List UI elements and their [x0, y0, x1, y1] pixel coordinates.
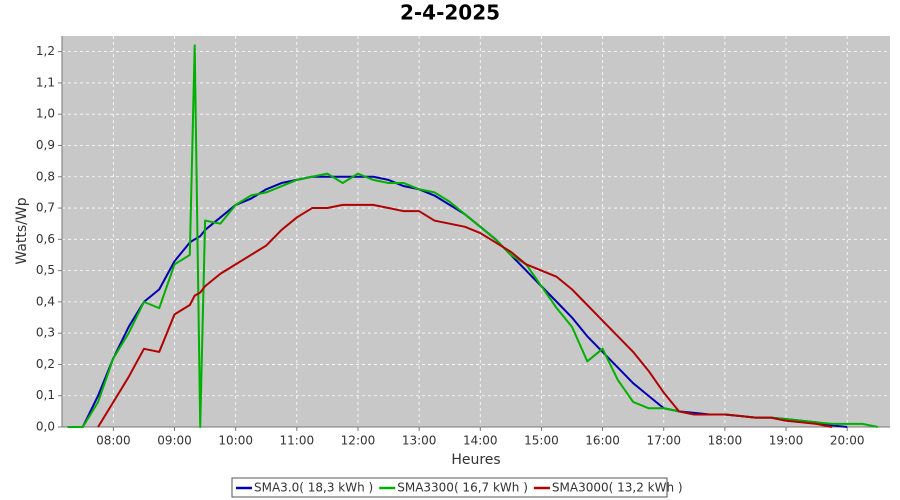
x-tick-label: 19:00: [769, 434, 804, 448]
x-tick-label: 10:00: [218, 434, 253, 448]
y-tick-label: 0,9: [36, 138, 55, 152]
x-tick-label: 09:00: [157, 434, 192, 448]
y-tick-label: 0,5: [36, 263, 55, 277]
y-tick-label: 0,6: [36, 232, 55, 246]
x-tick-label: 18:00: [708, 434, 743, 448]
x-tick-label: 17:00: [646, 434, 681, 448]
y-tick-label: 1,1: [36, 75, 55, 89]
legend-box: [231, 477, 668, 498]
x-axis-title: Heures: [451, 452, 500, 468]
x-tick-label: 11:00: [280, 434, 315, 448]
x-tick-label: 12:00: [341, 434, 376, 448]
y-tick-label: 1,2: [36, 44, 55, 58]
legend-label: SMA3.0( 18,3 kWh ): [254, 481, 373, 495]
y-axis-title: Watts/Wp: [14, 197, 30, 264]
y-tick-label: 0,7: [36, 201, 55, 215]
x-tick-label: 16:00: [585, 434, 620, 448]
legend-label: SMA3300( 16,7 kWh ): [397, 481, 528, 495]
series-line: [97, 203, 833, 428]
x-tick-label: 15:00: [524, 434, 559, 448]
y-tick-label: 0,2: [36, 357, 55, 371]
chart-title: 2-4-2025: [400, 1, 500, 25]
y-tick-label: 0,3: [36, 326, 55, 340]
y-tick-label: 0,8: [36, 169, 55, 183]
x-tick-label: 20:00: [830, 434, 865, 448]
x-tick-label: 13:00: [402, 434, 437, 448]
legend-label: SMA3000( 13,2 kWh ): [552, 481, 683, 495]
x-tick-label: 14:00: [463, 434, 498, 448]
y-tick-label: 0,1: [36, 388, 55, 402]
x-tick-label: 08:00: [96, 434, 131, 448]
y-tick-label: 0,4: [36, 294, 55, 308]
y-tick-label: 1,0: [36, 107, 55, 121]
y-tick-label: 0,0: [36, 420, 55, 434]
